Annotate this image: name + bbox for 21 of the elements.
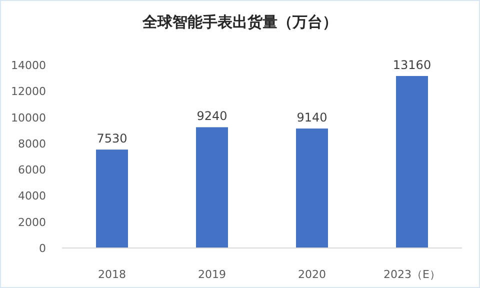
y-tick-label: 8000 xyxy=(18,137,46,150)
data-label: 13160 xyxy=(392,58,432,72)
bar xyxy=(96,150,128,248)
x-tick-label: 2019 xyxy=(198,268,226,281)
data-label: 9240 xyxy=(196,109,228,124)
bar xyxy=(296,128,328,248)
y-tick-label: 12000 xyxy=(11,85,46,98)
chart-title: 全球智能手表出货量（万台） xyxy=(142,13,338,31)
y-tick-label: 4000 xyxy=(18,190,46,203)
x-tick-label: 2018 xyxy=(98,268,126,281)
bar xyxy=(396,76,428,248)
x-tick-label: 2020 xyxy=(298,268,326,281)
y-tick-label: 2000 xyxy=(18,216,46,229)
y-tick-label: 0 xyxy=(39,242,46,255)
x-tick-label: 2023（E） xyxy=(384,268,440,281)
y-tick-label: 6000 xyxy=(18,164,46,177)
y-tick-label: 10000 xyxy=(11,111,46,124)
bar xyxy=(196,127,228,248)
data-label: 9140 xyxy=(296,110,328,125)
y-tick-label: 14000 xyxy=(11,59,46,72)
data-label: 7530 xyxy=(96,132,128,146)
